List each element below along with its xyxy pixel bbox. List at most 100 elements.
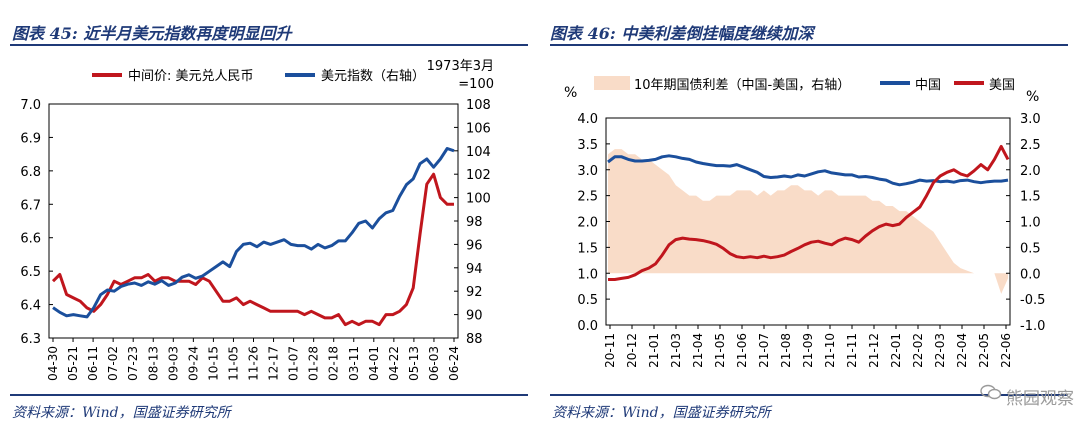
y-right-tick-label: 104 [466,145,491,160]
x-tick-label: 22-01 [889,333,903,368]
y-left-unit: % [564,85,577,101]
y-right-tick-label: 108 [466,98,491,113]
y-left-tick-label: 3.5 [577,138,598,153]
y-left-tick-label: 6.4 [20,299,41,314]
series-line [607,154,1009,187]
y-right-tick-label: 102 [466,168,491,183]
x-tick-label: 04-30 [46,346,60,381]
panel-yield-spread: 图表 46: 中美利差倒挂幅度继续加深 0.0 0.5 1.0 1.5 2.0 2.5 3.… [540,0,1080,444]
y-right-tick-label: -0.5 [1020,293,1045,308]
x-tick-label: 09-24 [186,346,200,381]
x-tick-label: 01-07 [287,346,301,381]
x-tick-label: 05-21 [66,346,80,381]
y-left-tick-label: 1.0 [577,267,598,282]
y-right-tick-label: 94 [466,262,483,277]
y-right-tick-label: 98 [466,215,483,230]
y-left-tick-label: 0.5 [577,293,598,308]
title-rule [550,44,1068,46]
y-left-tick-label: 6.3 [20,332,41,347]
x-tick-label: 22-03 [933,333,947,368]
x-tick-label: 21-11 [845,333,859,368]
x-tick-label: 21-12 [867,333,881,368]
x-tick-label: 06-11 [86,346,100,381]
legend-label: 美国 [989,78,1015,93]
y-right-tick-label: 2.0 [1020,164,1041,179]
source-rule [10,394,528,396]
panel-usd-index: 图表 45: 近半月美元指数再度明显回升 6.3 6.4 6.5 6.6 6.7 6.8 6… [10,24,528,421]
y-right-unit: % [1026,89,1039,105]
source-note: 资料来源：Wind，国盛证券研究所 [552,405,771,421]
y-left-tick-label: 6.7 [20,198,41,213]
source-rule [550,394,1068,396]
x-tick-label: 05-13 [407,346,421,381]
watermark-text: 熊园观察 [1006,389,1074,409]
x-tick-label: 03-11 [347,346,361,381]
y-left-tick-label: 6.5 [20,265,41,280]
y-right-tick-label: 90 [466,309,483,324]
series-line [608,145,1010,281]
source-note: 资料来源：Wind，国盛证券研究所 [12,405,231,421]
y-right-tick-label: 1.5 [1020,190,1041,205]
x-tick-label: 21-06 [735,333,749,368]
legend-label: 10年期国债利差（中国-美国，右轴） [634,78,850,93]
y-left-tick-label: 2.5 [577,190,598,205]
y-right-tick-label: 88 [466,332,483,347]
y-left-tick-label: 3.0 [577,164,598,179]
wechat-icon [980,384,1002,406]
x-tick-label: 21-09 [801,333,815,368]
spread-area [608,149,1008,294]
x-tick-label: 21-05 [713,333,727,368]
y-right-tick-label: 100 [466,192,491,207]
x-tick-label: 06-03 [427,346,441,381]
y-left-tick-label: 7.0 [20,98,41,113]
series-line [51,172,454,327]
x-tick-label: 21-04 [691,333,705,368]
y-right-tick-label: -1.0 [1020,319,1045,334]
watermark: 熊园观察 [980,384,1074,409]
series-line [52,147,455,319]
chart-title: 图表 46: 中美利差倒挂幅度继续加深 [550,24,814,43]
x-tick-label: 11-05 [226,346,240,381]
legend-label: 中间价: 美元兑人民币 [128,69,254,84]
x-tick-label: 07-02 [106,346,120,381]
y-left-tick-label: 2.0 [577,216,598,231]
unit-note-line1: 1973年3月 [427,59,494,74]
y-left-tick-label: 1.5 [577,241,598,256]
y-left-tick-label: 6.8 [20,165,41,180]
x-tick-label: 22-05 [977,333,991,368]
x-tick-label: 21-08 [779,333,793,368]
title-rule [10,44,528,46]
x-tick-label: 21-10 [823,333,837,368]
x-tick-label: 10-15 [206,346,220,381]
y-right-tick-label: 3.0 [1020,112,1041,127]
x-tick-label: 12-17 [267,346,281,381]
y-right-tick-label: 106 [466,121,491,136]
y-left-tick-label: 4.0 [577,112,598,127]
y-left-tick-label: 0.0 [577,319,598,334]
legend-label: 中国 [915,78,941,93]
chart-usd-cny: 6.3 6.4 6.5 6.6 6.7 6.8 6.9 7.0 88 90 92 94 96 98 100 1… [20,59,494,381]
legend-swatch [594,76,630,90]
x-tick-label: 08-13 [146,346,160,381]
y-right-tick-label: 1.0 [1020,216,1041,231]
x-tick-label: 07-23 [126,346,140,381]
x-tick-label: 22-02 [911,333,925,368]
x-tick-label: 20-12 [625,333,639,368]
x-tick-label: 20-11 [603,333,617,368]
x-tick-label: 21-01 [647,333,661,368]
x-tick-label: 04-01 [367,346,381,381]
y-right-tick-label: 0.0 [1020,267,1041,282]
y-left-tick-label: 6.6 [20,232,41,247]
x-tick-label: 06-24 [447,346,461,381]
x-tick-label: 21-03 [669,333,683,368]
y-right-tick-label: 0.5 [1020,241,1041,256]
x-tick-label: 22-06 [999,333,1013,368]
chart-title: 图表 45: 近半月美元指数再度明显回升 [12,24,292,43]
legend-label: 美元指数（右轴） [321,69,425,84]
y-right-tick-label: 92 [466,285,483,300]
x-tick-label: 04-22 [387,346,401,381]
chart-cn-us-spread: 0.0 0.5 1.0 1.5 2.0 2.5 3.0 3.5 4.0 -1.0 -0.5 0.0 0.… [564,76,1045,368]
x-tick-label: 01-28 [307,346,321,381]
y-right-tick-label: 2.5 [1020,138,1041,153]
x-tick-label: 11-26 [247,346,261,381]
